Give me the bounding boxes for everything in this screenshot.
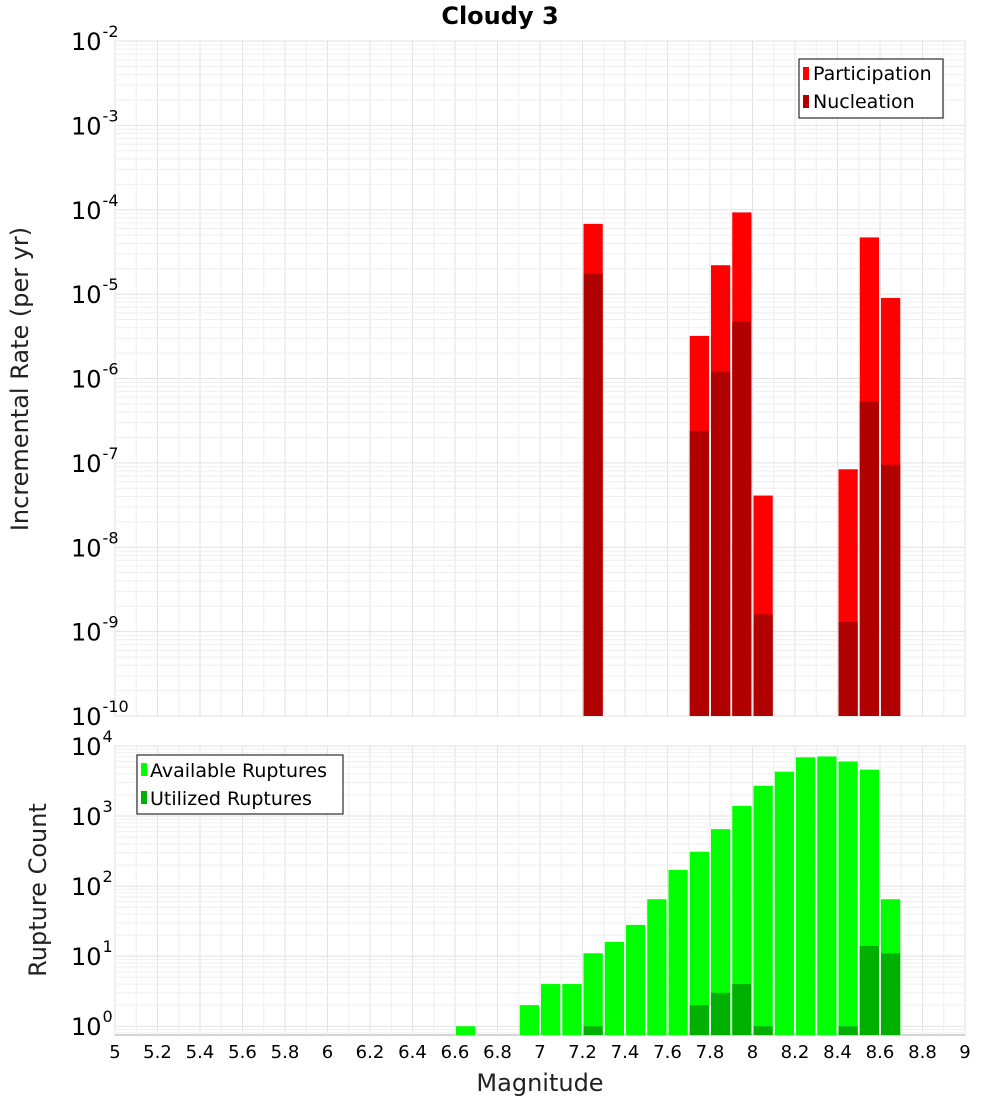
rate-y-ticks: 10-10 10-9 10-8 10-7 10-6 10-5 10-4 10-3 10-2: [71, 22, 129, 731]
legend-label-participation: Participation: [813, 63, 932, 85]
bar-nucleation: [838, 622, 858, 716]
y-tick-label: 104: [71, 727, 113, 761]
bar-utilized-ruptures: [753, 1026, 773, 1035]
bar-available-ruptures: [583, 953, 603, 1035]
bar-nucleation: [711, 371, 731, 716]
count-panel: 100 101 102 103 104 5 5.2 5.4 5.6 5.8 6 6.2 6.4 6.6 6…: [24, 727, 971, 1097]
x-tick-label: 6.2: [356, 1042, 385, 1063]
x-tick-label: 7: [534, 1042, 545, 1063]
y-tick-label: 10-10: [71, 697, 129, 731]
x-tick-label: 6.4: [398, 1042, 427, 1063]
x-tick-label: 8.8: [908, 1042, 937, 1063]
y-tick-label: 101: [71, 937, 113, 971]
bar-nucleation: [689, 430, 709, 716]
rate-legend: Participation Nucleation: [798, 58, 944, 119]
count-y-axis-label: Rupture Count: [24, 803, 52, 977]
x-tick-label: 5.4: [186, 1042, 215, 1063]
legend-swatch-utilized: [141, 791, 147, 804]
bar-available-ruptures: [519, 1005, 539, 1035]
y-tick-label: 10-3: [71, 106, 119, 140]
legend-label-utilized: Utilized Ruptures: [150, 788, 312, 810]
legend-swatch-available: [141, 763, 147, 776]
legend-label-nucleation: Nucleation: [813, 91, 915, 113]
x-tick-label: 7.6: [653, 1042, 682, 1063]
bar-available-ruptures: [774, 771, 794, 1035]
x-tick-label: 6.8: [483, 1042, 512, 1063]
bar-utilized-ruptures: [711, 992, 731, 1035]
y-tick-label: 10-4: [71, 191, 119, 225]
bar-nucleation: [881, 464, 901, 716]
rate-y-axis-label: Incremental Rate (per yr): [6, 227, 34, 531]
bar-utilized-ruptures: [732, 984, 752, 1035]
bar-available-ruptures: [541, 984, 561, 1035]
y-tick-label: 10-8: [71, 528, 119, 562]
y-tick-label: 102: [71, 867, 113, 901]
bar-available-ruptures: [668, 869, 688, 1035]
bar-utilized-ruptures: [689, 1005, 709, 1035]
count-legend: Available Ruptures Utilized Ruptures: [136, 754, 344, 815]
legend-swatch-participation: [803, 67, 809, 80]
count-gridlines: [114, 745, 966, 1035]
rate-gridlines: [114, 40, 966, 717]
y-tick-label: 10-5: [71, 275, 119, 309]
x-tick-label: 9: [959, 1042, 970, 1063]
y-tick-label: 10-9: [71, 613, 119, 647]
bar-available-ruptures: [647, 899, 667, 1035]
figure-title: Cloudy 3: [441, 2, 558, 30]
x-tick-label: 8.4: [823, 1042, 852, 1063]
y-tick-label: 100: [71, 1007, 113, 1041]
bar-available-ruptures: [456, 1026, 476, 1035]
legend-swatch-nucleation: [803, 95, 809, 108]
x-tick-label: 6: [322, 1042, 333, 1063]
count-legend-box: [136, 754, 344, 815]
x-tick-label: 8.6: [866, 1042, 895, 1063]
x-tick-label: 7.8: [696, 1042, 725, 1063]
bar-available-ruptures: [604, 941, 624, 1035]
rate-panel: 10-10 10-9 10-8 10-7 10-6 10-5 10-4 10-3 10-2 In…: [6, 22, 966, 731]
bar-nucleation: [859, 401, 879, 716]
bar-utilized-ruptures: [881, 953, 901, 1035]
x-axis-label: Magnitude: [476, 1069, 603, 1097]
bar-available-ruptures: [711, 829, 731, 1035]
x-tick-label: 7.4: [611, 1042, 640, 1063]
bar-available-ruptures: [626, 924, 646, 1035]
rate-bars: [583, 212, 901, 717]
x-tick-label: 5.8: [271, 1042, 300, 1063]
rate-legend-box: [798, 58, 944, 119]
y-tick-label: 10-6: [71, 360, 119, 394]
bar-available-ruptures: [689, 851, 709, 1035]
bar-utilized-ruptures: [583, 1026, 603, 1035]
bar-nucleation: [583, 273, 603, 716]
bar-nucleation: [732, 321, 752, 716]
bar-available-ruptures: [817, 756, 837, 1035]
x-tick-label: 5: [109, 1042, 120, 1063]
count-bars: [456, 756, 901, 1035]
count-x-ticks: 5 5.2 5.4 5.6 5.8 6 6.2 6.4 6.6 6.8 7 7.2 7.4 7.6 7.8 8…: [109, 1042, 970, 1063]
bar-utilized-ruptures: [838, 1026, 858, 1035]
bar-utilized-ruptures: [859, 945, 879, 1035]
y-tick-label: 10-7: [71, 444, 119, 478]
count-y-ticks: 100 101 102 103 104: [71, 727, 113, 1041]
y-tick-label: 103: [71, 797, 113, 831]
x-tick-label: 8.2: [781, 1042, 810, 1063]
x-tick-label: 8: [747, 1042, 758, 1063]
x-tick-label: 7.2: [568, 1042, 597, 1063]
bar-available-ruptures: [753, 785, 773, 1035]
x-tick-label: 5.2: [143, 1042, 172, 1063]
bar-available-ruptures: [838, 761, 858, 1035]
bar-available-ruptures: [562, 984, 582, 1035]
x-tick-label: 5.6: [228, 1042, 257, 1063]
bar-available-ruptures: [796, 757, 816, 1035]
bar-available-ruptures: [732, 805, 752, 1035]
x-tick-label: 6.6: [441, 1042, 470, 1063]
y-tick-label: 10-2: [71, 22, 119, 56]
legend-label-available: Available Ruptures: [150, 760, 327, 782]
bar-nucleation: [753, 614, 773, 716]
